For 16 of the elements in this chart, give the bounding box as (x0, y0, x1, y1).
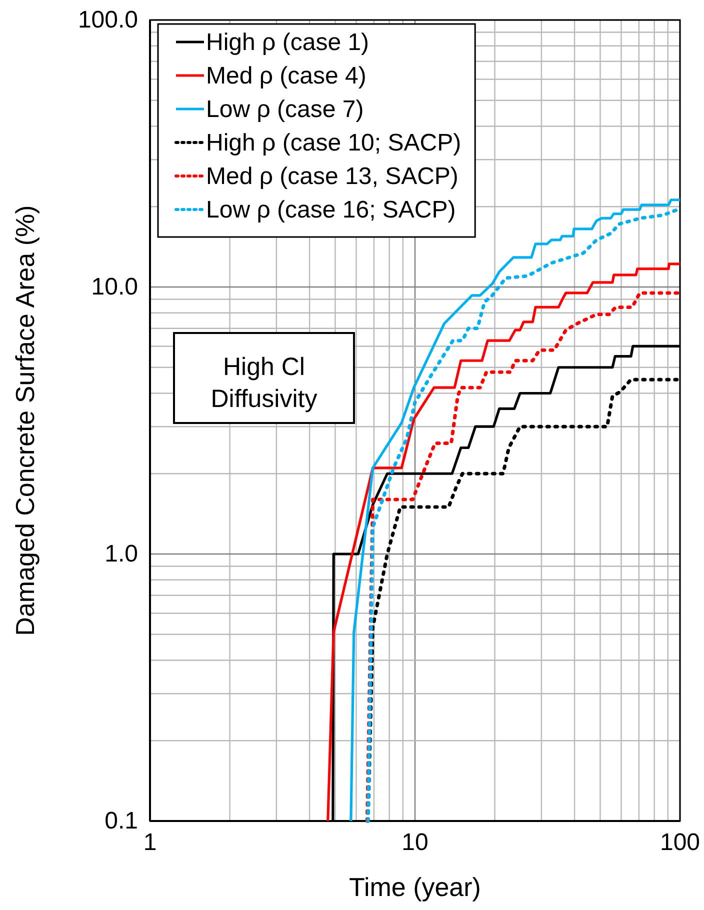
legend-label: Med ρ (case 4) (206, 62, 366, 90)
x-tick-label: 100 (660, 829, 700, 856)
legend-label: Med ρ (case 13, SACP) (206, 163, 458, 190)
legend-label: Low ρ (case 16; SACP) (206, 196, 456, 224)
legend-label: High ρ (case 1) (206, 29, 370, 56)
y-tick-label: 100.0 (78, 6, 138, 34)
x-axis-title: Time (year) (349, 872, 481, 902)
y-tick-label: 1.0 (104, 540, 138, 568)
x-tick-label: 10 (402, 829, 428, 856)
y-axis-title: Damaged Concrete Surface Area (%) (10, 205, 40, 636)
annotation: High Cl Diffusivity (210, 353, 318, 413)
legend-label: Low ρ (case 7) (206, 96, 364, 123)
x-tick-label: 1 (143, 829, 157, 856)
y-tick-label: 10.0 (91, 274, 138, 301)
y-tick-label: 0.1 (104, 808, 138, 835)
legend-label: High ρ (case 10; SACP) (206, 130, 462, 156)
